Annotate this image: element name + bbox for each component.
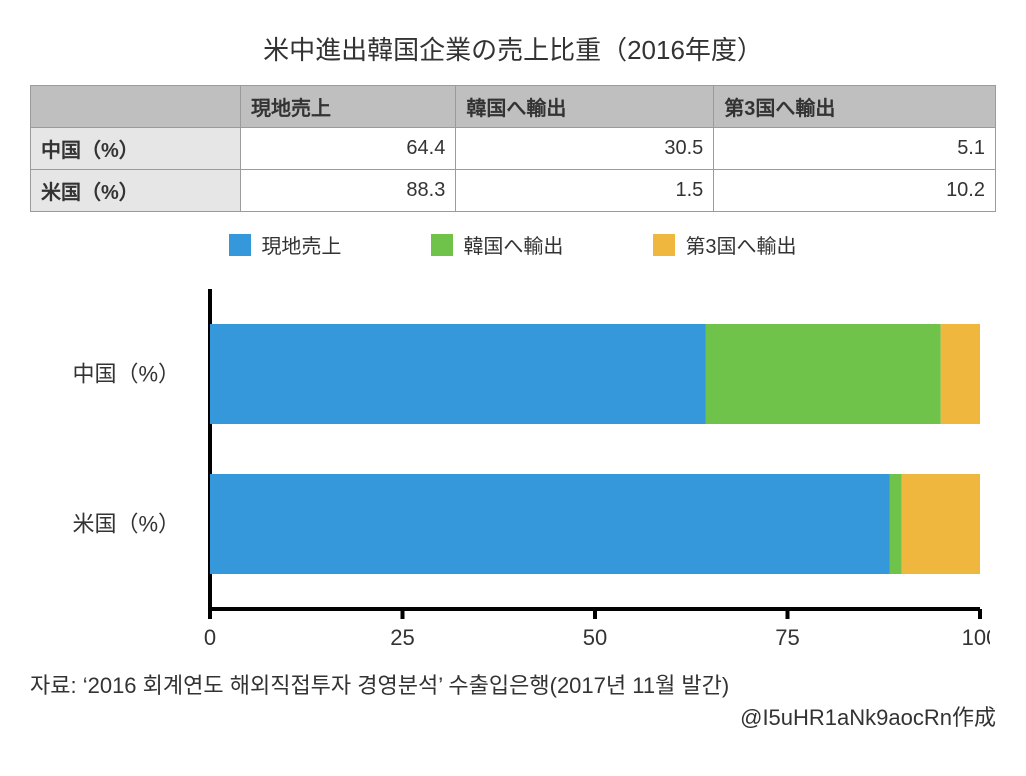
chart-svg: 0 25 50 75 100 中国（%） 米国（%）: [30, 269, 990, 659]
cell-0-1: 30.5: [456, 128, 714, 170]
svg-text:0: 0: [204, 625, 216, 650]
legend-swatch-1: [431, 234, 453, 256]
cell-1-1: 1.5: [456, 170, 714, 212]
stacked-bar-chart: 0 25 50 75 100 中国（%） 米国（%）: [30, 269, 996, 664]
cell-0-0: 64.4: [241, 128, 456, 170]
cell-1-2: 10.2: [714, 170, 996, 212]
table-row: 中国（%） 64.4 30.5 5.1: [31, 128, 996, 170]
svg-text:中国（%）: 中国（%）: [72, 361, 180, 386]
cell-0-2: 5.1: [714, 128, 996, 170]
svg-text:50: 50: [583, 625, 607, 650]
legend-swatch-2: [653, 234, 675, 256]
svg-text:25: 25: [390, 625, 414, 650]
table-col-2: 第3国へ輸出: [714, 86, 996, 128]
table-corner: [31, 86, 241, 128]
svg-text:米国（%）: 米国（%）: [72, 511, 180, 536]
legend-item-0: 現地売上: [229, 230, 341, 259]
footer: 자료: ‘2016 회계연도 해외직접투자 경영분석’ 수출입은행(2017년 …: [30, 668, 996, 732]
legend-swatch-0: [229, 234, 251, 256]
svg-text:100: 100: [962, 625, 990, 650]
data-table: 現地売上 韓国へ輸出 第3国へ輸出 中国（%） 64.4 30.5 5.1 米国…: [30, 85, 996, 212]
row-label-0: 中国（%）: [31, 128, 241, 170]
legend-label-1: 韓国へ輸出: [463, 230, 563, 259]
table-col-1: 韓国へ輸出: [456, 86, 714, 128]
page-title: 米中進出韓国企業の売上比重（2016年度）: [30, 30, 996, 67]
table-col-0: 現地売上: [241, 86, 456, 128]
attribution-line: @I5uHR1aNk9aocRn作成: [30, 700, 996, 732]
table-row: 米国（%） 88.3 1.5 10.2: [31, 170, 996, 212]
svg-text:75: 75: [775, 625, 799, 650]
legend-label-2: 第3国へ輸出: [685, 230, 796, 259]
row-label-1: 米国（%）: [31, 170, 241, 212]
legend-item-2: 第3国へ輸出: [653, 230, 796, 259]
legend-item-1: 韓国へ輸出: [431, 230, 563, 259]
legend-label-0: 現地売上: [261, 230, 341, 259]
chart-legend: 現地売上 韓国へ輸出 第3国へ輸出: [30, 230, 996, 259]
source-line: 자료: ‘2016 회계연도 해외직접투자 경영분석’ 수출입은행(2017년 …: [30, 668, 996, 700]
cell-1-0: 88.3: [241, 170, 456, 212]
